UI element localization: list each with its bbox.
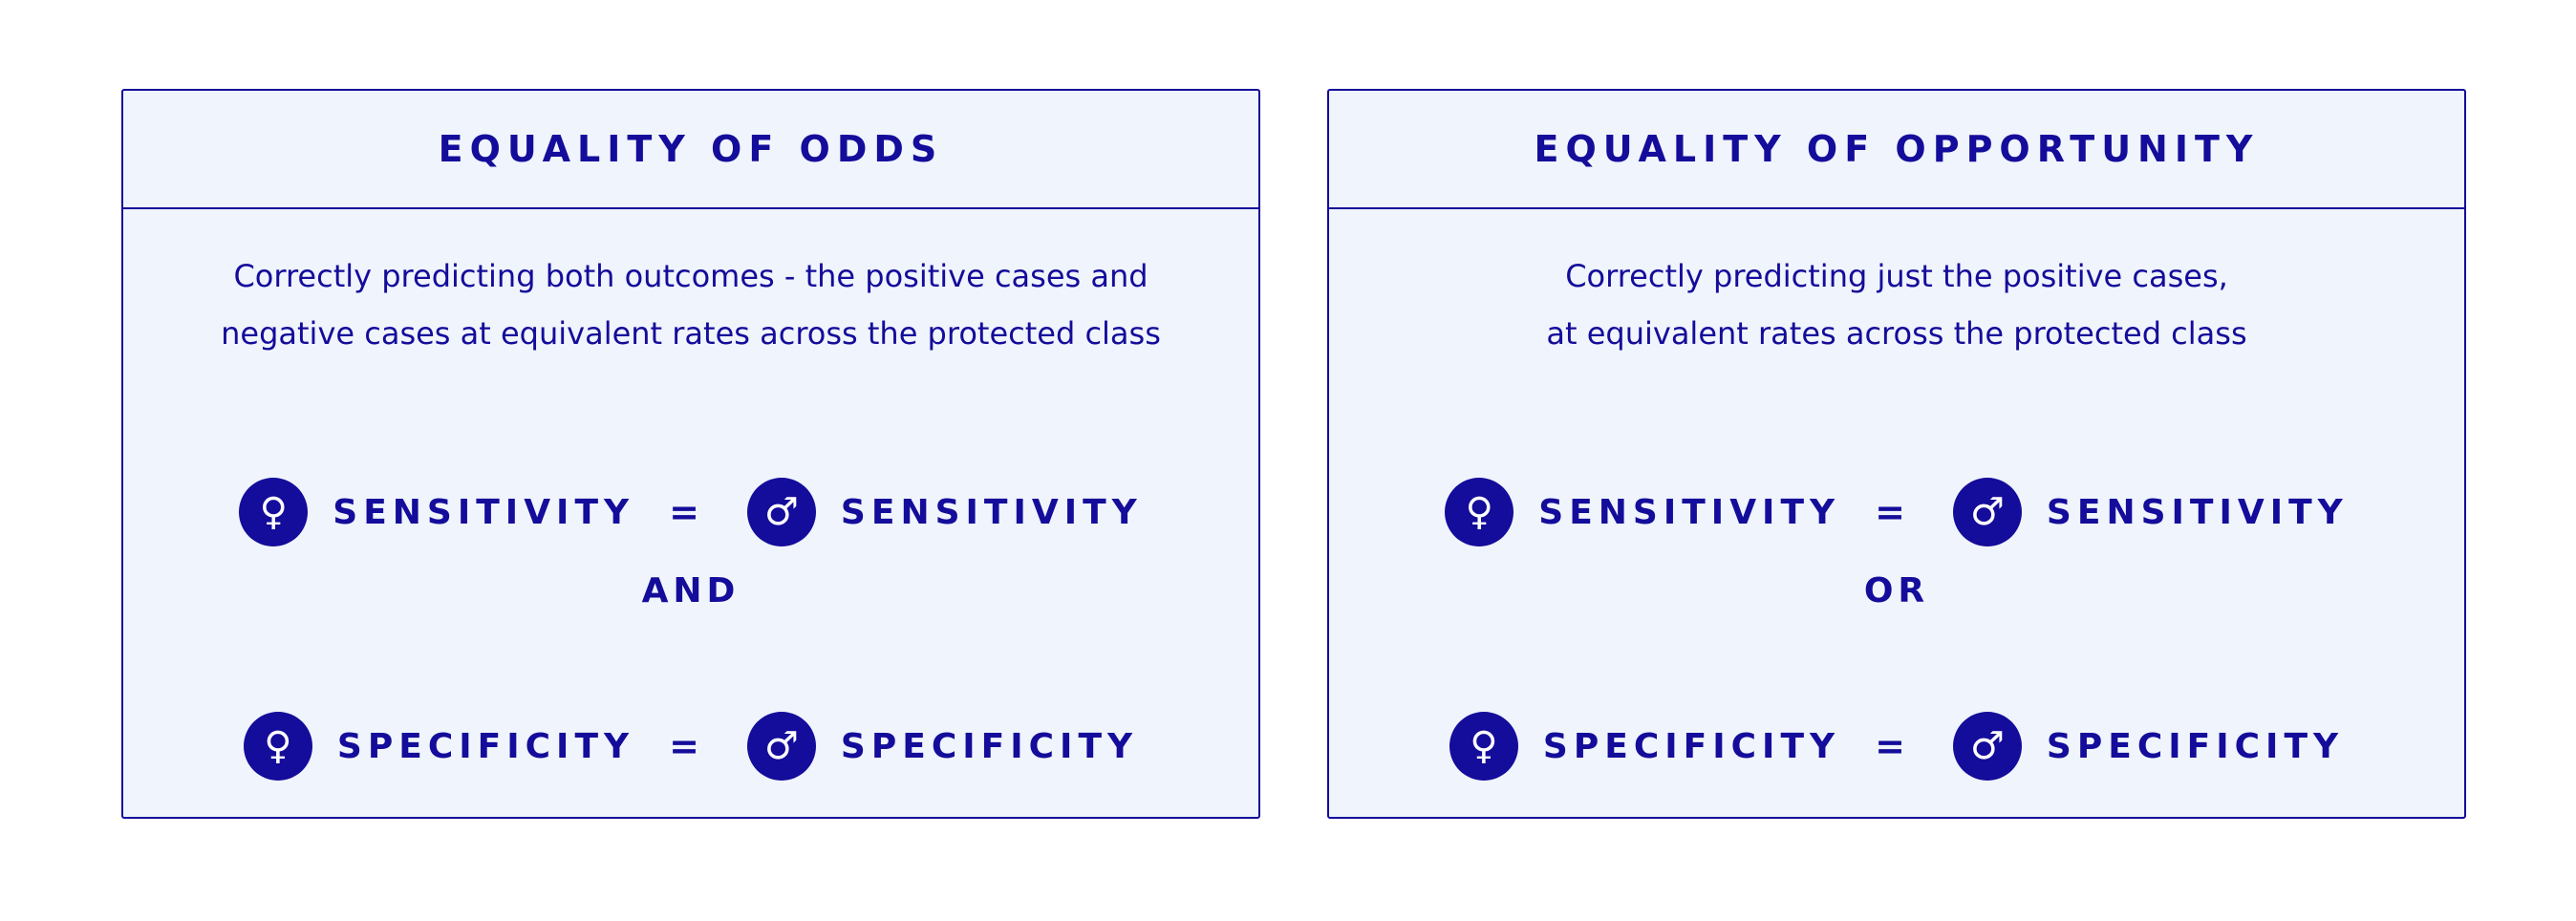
card-title: EQUALITY OF OPPORTUNITY xyxy=(1534,128,2260,170)
conjunction-label: AND xyxy=(641,571,741,610)
male-metric-label: SENSITIVITY xyxy=(840,492,1143,532)
description-line: Correctly predicting both outcomes - the… xyxy=(233,258,1148,294)
male-symbol-icon: ♂ xyxy=(1952,712,2022,781)
equals-sign: = xyxy=(669,491,699,533)
equals-sign: = xyxy=(1875,491,1905,533)
specificity-equation: ♀ SPECIFICITY = ♂ SPECIFICITY xyxy=(123,711,1258,782)
male-symbol-icon: ♂ xyxy=(1952,478,2022,546)
description-line: Correctly predicting just the positive c… xyxy=(1565,258,2228,294)
specificity-equation: ♀ SPECIFICITY = ♂ SPECIFICITY xyxy=(1329,711,2464,782)
equals-sign: = xyxy=(669,725,699,767)
female-symbol-icon: ♀ xyxy=(1449,712,1518,781)
female-metric-label: SPECIFICITY xyxy=(1542,726,1841,766)
female-symbol-icon: ♀ xyxy=(239,478,309,546)
description-line: at equivalent rates across the protected… xyxy=(1546,315,2247,352)
sensitivity-equation: ♀ SENSITIVITY = ♂ SENSITIVITY xyxy=(123,477,1258,547)
male-metric-label: SPECIFICITY xyxy=(840,726,1139,766)
equality-of-opportunity-card: EQUALITY OF OPPORTUNITY Correctly predic… xyxy=(1327,89,2466,819)
conjunction-label: OR xyxy=(1863,571,1930,610)
card-header: EQUALITY OF OPPORTUNITY xyxy=(1329,91,2464,209)
female-metric-label: SENSITIVITY xyxy=(1538,492,1841,532)
card-description: Correctly predicting just the positive c… xyxy=(1329,247,2464,362)
card-header: EQUALITY OF ODDS xyxy=(123,91,1258,209)
female-symbol-icon: ♀ xyxy=(1445,478,1514,546)
female-metric-label: SENSITIVITY xyxy=(333,492,635,532)
female-metric-label: SPECIFICITY xyxy=(336,726,635,766)
card-description: Correctly predicting both outcomes - the… xyxy=(123,247,1258,362)
male-metric-label: SPECIFICITY xyxy=(2046,726,2345,766)
description-line: negative cases at equivalent rates acros… xyxy=(221,315,1161,352)
equality-of-odds-card: EQUALITY OF ODDS Correctly predicting bo… xyxy=(121,89,1260,819)
male-metric-label: SENSITIVITY xyxy=(2046,492,2349,532)
female-symbol-icon: ♀ xyxy=(243,712,312,781)
equals-sign: = xyxy=(1875,725,1905,767)
card-title: EQUALITY OF ODDS xyxy=(438,128,944,170)
male-symbol-icon: ♂ xyxy=(746,712,816,781)
sensitivity-equation: ♀ SENSITIVITY = ♂ SENSITIVITY xyxy=(1329,477,2464,547)
male-symbol-icon: ♂ xyxy=(746,478,816,546)
